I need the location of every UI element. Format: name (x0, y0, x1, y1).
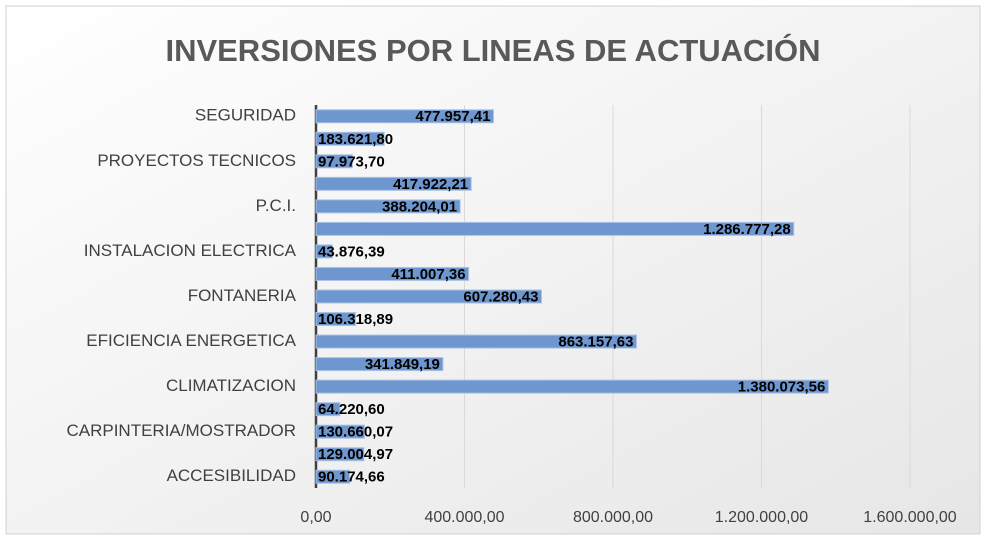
bar (315, 154, 353, 169)
x-tick-label: 0,00 (300, 509, 331, 526)
x-tick-label: 800.000,00 (573, 509, 653, 526)
data-label: 607.280,43 (463, 288, 538, 305)
data-label: 477.957,41 (415, 108, 490, 125)
bar (315, 109, 494, 124)
bar (315, 131, 385, 146)
data-label: 130.660,07 (318, 424, 393, 441)
data-label: 417.922,21 (393, 176, 468, 193)
y-tick-label: EFICIENCIA ENERGETICA (86, 331, 296, 350)
y-tick-label: CLIMATIZACION (166, 376, 296, 395)
chart-background (5, 5, 981, 535)
bar (315, 312, 356, 327)
data-label: 97.973,70 (318, 153, 385, 170)
chart-title: INVERSIONES POR LINEAS DE ACTUACIÓN (165, 32, 820, 68)
bar (315, 379, 829, 394)
data-label: 1.380.073,56 (738, 379, 826, 396)
y-tick-label: INSTALACION ELECTRICA (84, 241, 297, 260)
data-label: 341.849,19 (365, 356, 440, 373)
data-label: 411.007,36 (391, 266, 465, 283)
data-label: 90.174,66 (318, 469, 385, 486)
bar (315, 357, 444, 372)
bar (315, 334, 637, 349)
y-tick-label: P.C.I. (256, 196, 296, 215)
data-label: 388.204,01 (382, 198, 457, 215)
bar (315, 199, 461, 214)
data-label: 106.318,89 (318, 311, 393, 328)
y-tick-label: ACCESIBILIDAD (167, 466, 296, 485)
bar (315, 244, 333, 259)
bar (315, 469, 350, 484)
y-tick-label: FONTANERIA (188, 286, 297, 305)
data-label: 64.220,60 (318, 401, 385, 418)
y-tick-label: SEGURIDAD (195, 106, 296, 125)
data-label: 129.004,97 (318, 446, 393, 463)
data-label: 863.157,63 (558, 334, 633, 351)
bar (315, 402, 341, 417)
data-label: 183.621,80 (318, 131, 393, 148)
x-tick-label: 1.600.000,00 (863, 509, 957, 526)
x-tick-label: 1.200.000,00 (715, 509, 809, 526)
bar (315, 289, 542, 304)
bar (315, 424, 366, 439)
data-label: 1.286.777,28 (703, 221, 791, 238)
x-tick-label: 400.000,00 (424, 509, 504, 526)
bar (315, 447, 365, 462)
bar (315, 266, 470, 281)
y-tick-label: CARPINTERIA/MOSTRADOR (66, 421, 296, 440)
data-label: 43.876,39 (318, 243, 385, 260)
bar (315, 221, 795, 236)
y-tick-label: PROYECTOS TECNICOS (97, 151, 296, 170)
bar (315, 176, 472, 191)
